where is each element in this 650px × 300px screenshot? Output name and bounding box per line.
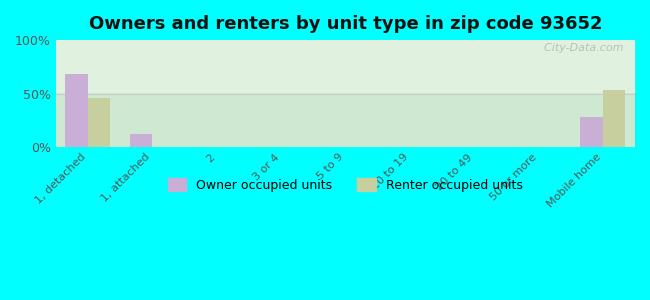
Bar — [580, 117, 603, 147]
Bar — [130, 134, 152, 147]
Bar — [88, 98, 110, 147]
Text: City-Data.com: City-Data.com — [537, 43, 623, 53]
Bar — [603, 90, 625, 147]
Legend: Owner occupied units, Renter occupied units: Owner occupied units, Renter occupied un… — [162, 173, 528, 196]
Title: Owners and renters by unit type in zip code 93652: Owners and renters by unit type in zip c… — [88, 15, 602, 33]
Bar — [66, 74, 88, 147]
